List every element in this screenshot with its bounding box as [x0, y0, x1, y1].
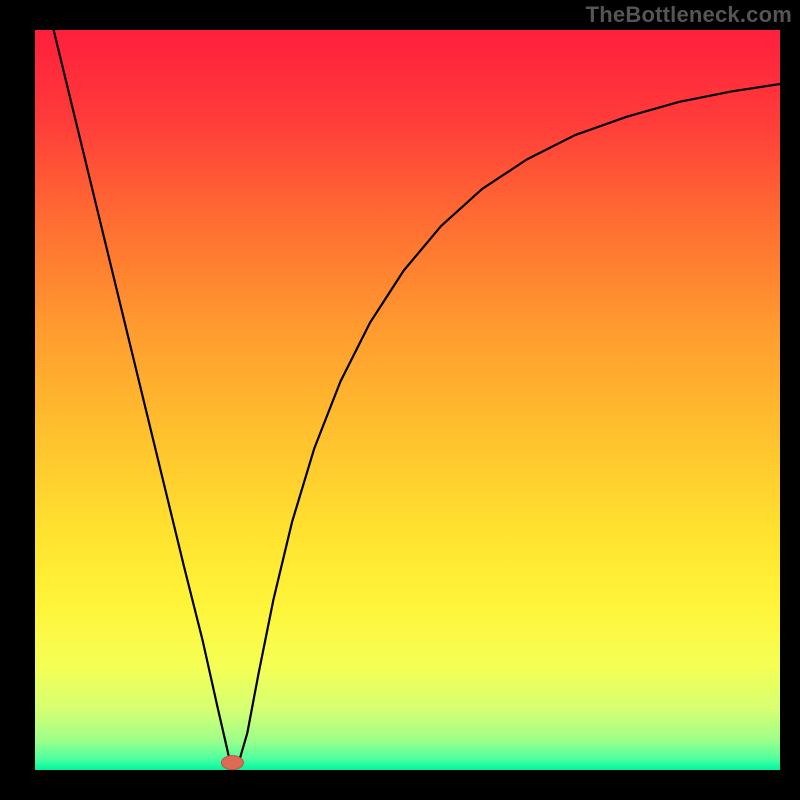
optimal-point-marker [221, 756, 243, 770]
bottleneck-chart [0, 0, 800, 800]
chart-container: { "watermark": { "text": "TheBottleneck.… [0, 0, 800, 800]
plot-area [35, 30, 780, 770]
watermark-text: TheBottleneck.com [586, 2, 792, 28]
